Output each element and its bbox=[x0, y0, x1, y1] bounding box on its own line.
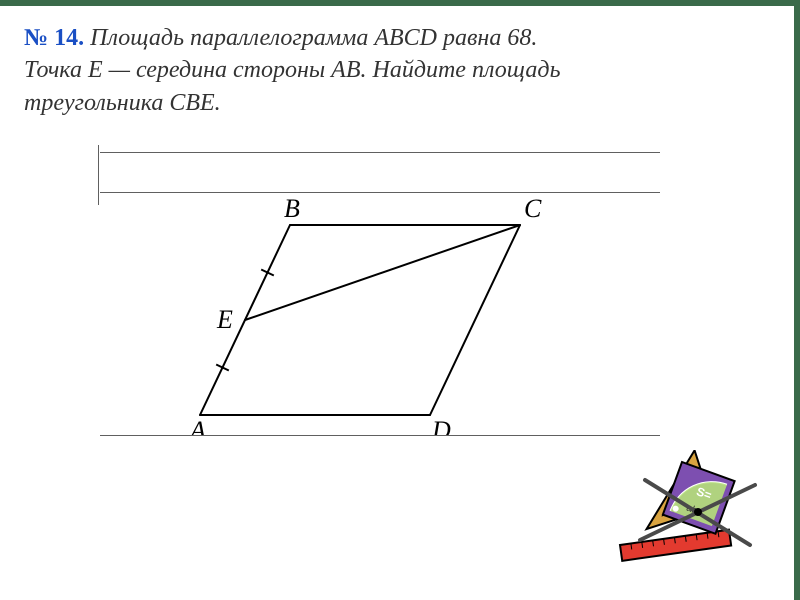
problem-line3: треугольника CBE. bbox=[24, 90, 221, 116]
page-border-top bbox=[0, 0, 800, 6]
svg-text:E: E bbox=[216, 305, 233, 334]
rule-line-1 bbox=[100, 152, 660, 153]
svg-text:C: C bbox=[524, 195, 542, 223]
rule-line-2 bbox=[100, 192, 660, 193]
geometry-figure: A B C D E bbox=[160, 195, 560, 435]
problem-line1: Площадь параллелограмма ABCD равна 68. bbox=[84, 25, 537, 51]
svg-text:D: D bbox=[431, 416, 451, 435]
page-border-right bbox=[794, 0, 800, 600]
svg-text:B: B bbox=[284, 195, 300, 223]
problem-text: № 14. Площадь параллелограмма ABCD равна… bbox=[24, 22, 770, 119]
problem-number: № 14. bbox=[24, 25, 84, 51]
problem-line2: Точка E — середина стороны AB. Найдите п… bbox=[24, 57, 560, 83]
rule-line-3 bbox=[100, 435, 660, 436]
rule-stub bbox=[98, 145, 99, 205]
geometry-clipart: S=abc bbox=[610, 450, 760, 570]
svg-text:A: A bbox=[188, 416, 206, 435]
